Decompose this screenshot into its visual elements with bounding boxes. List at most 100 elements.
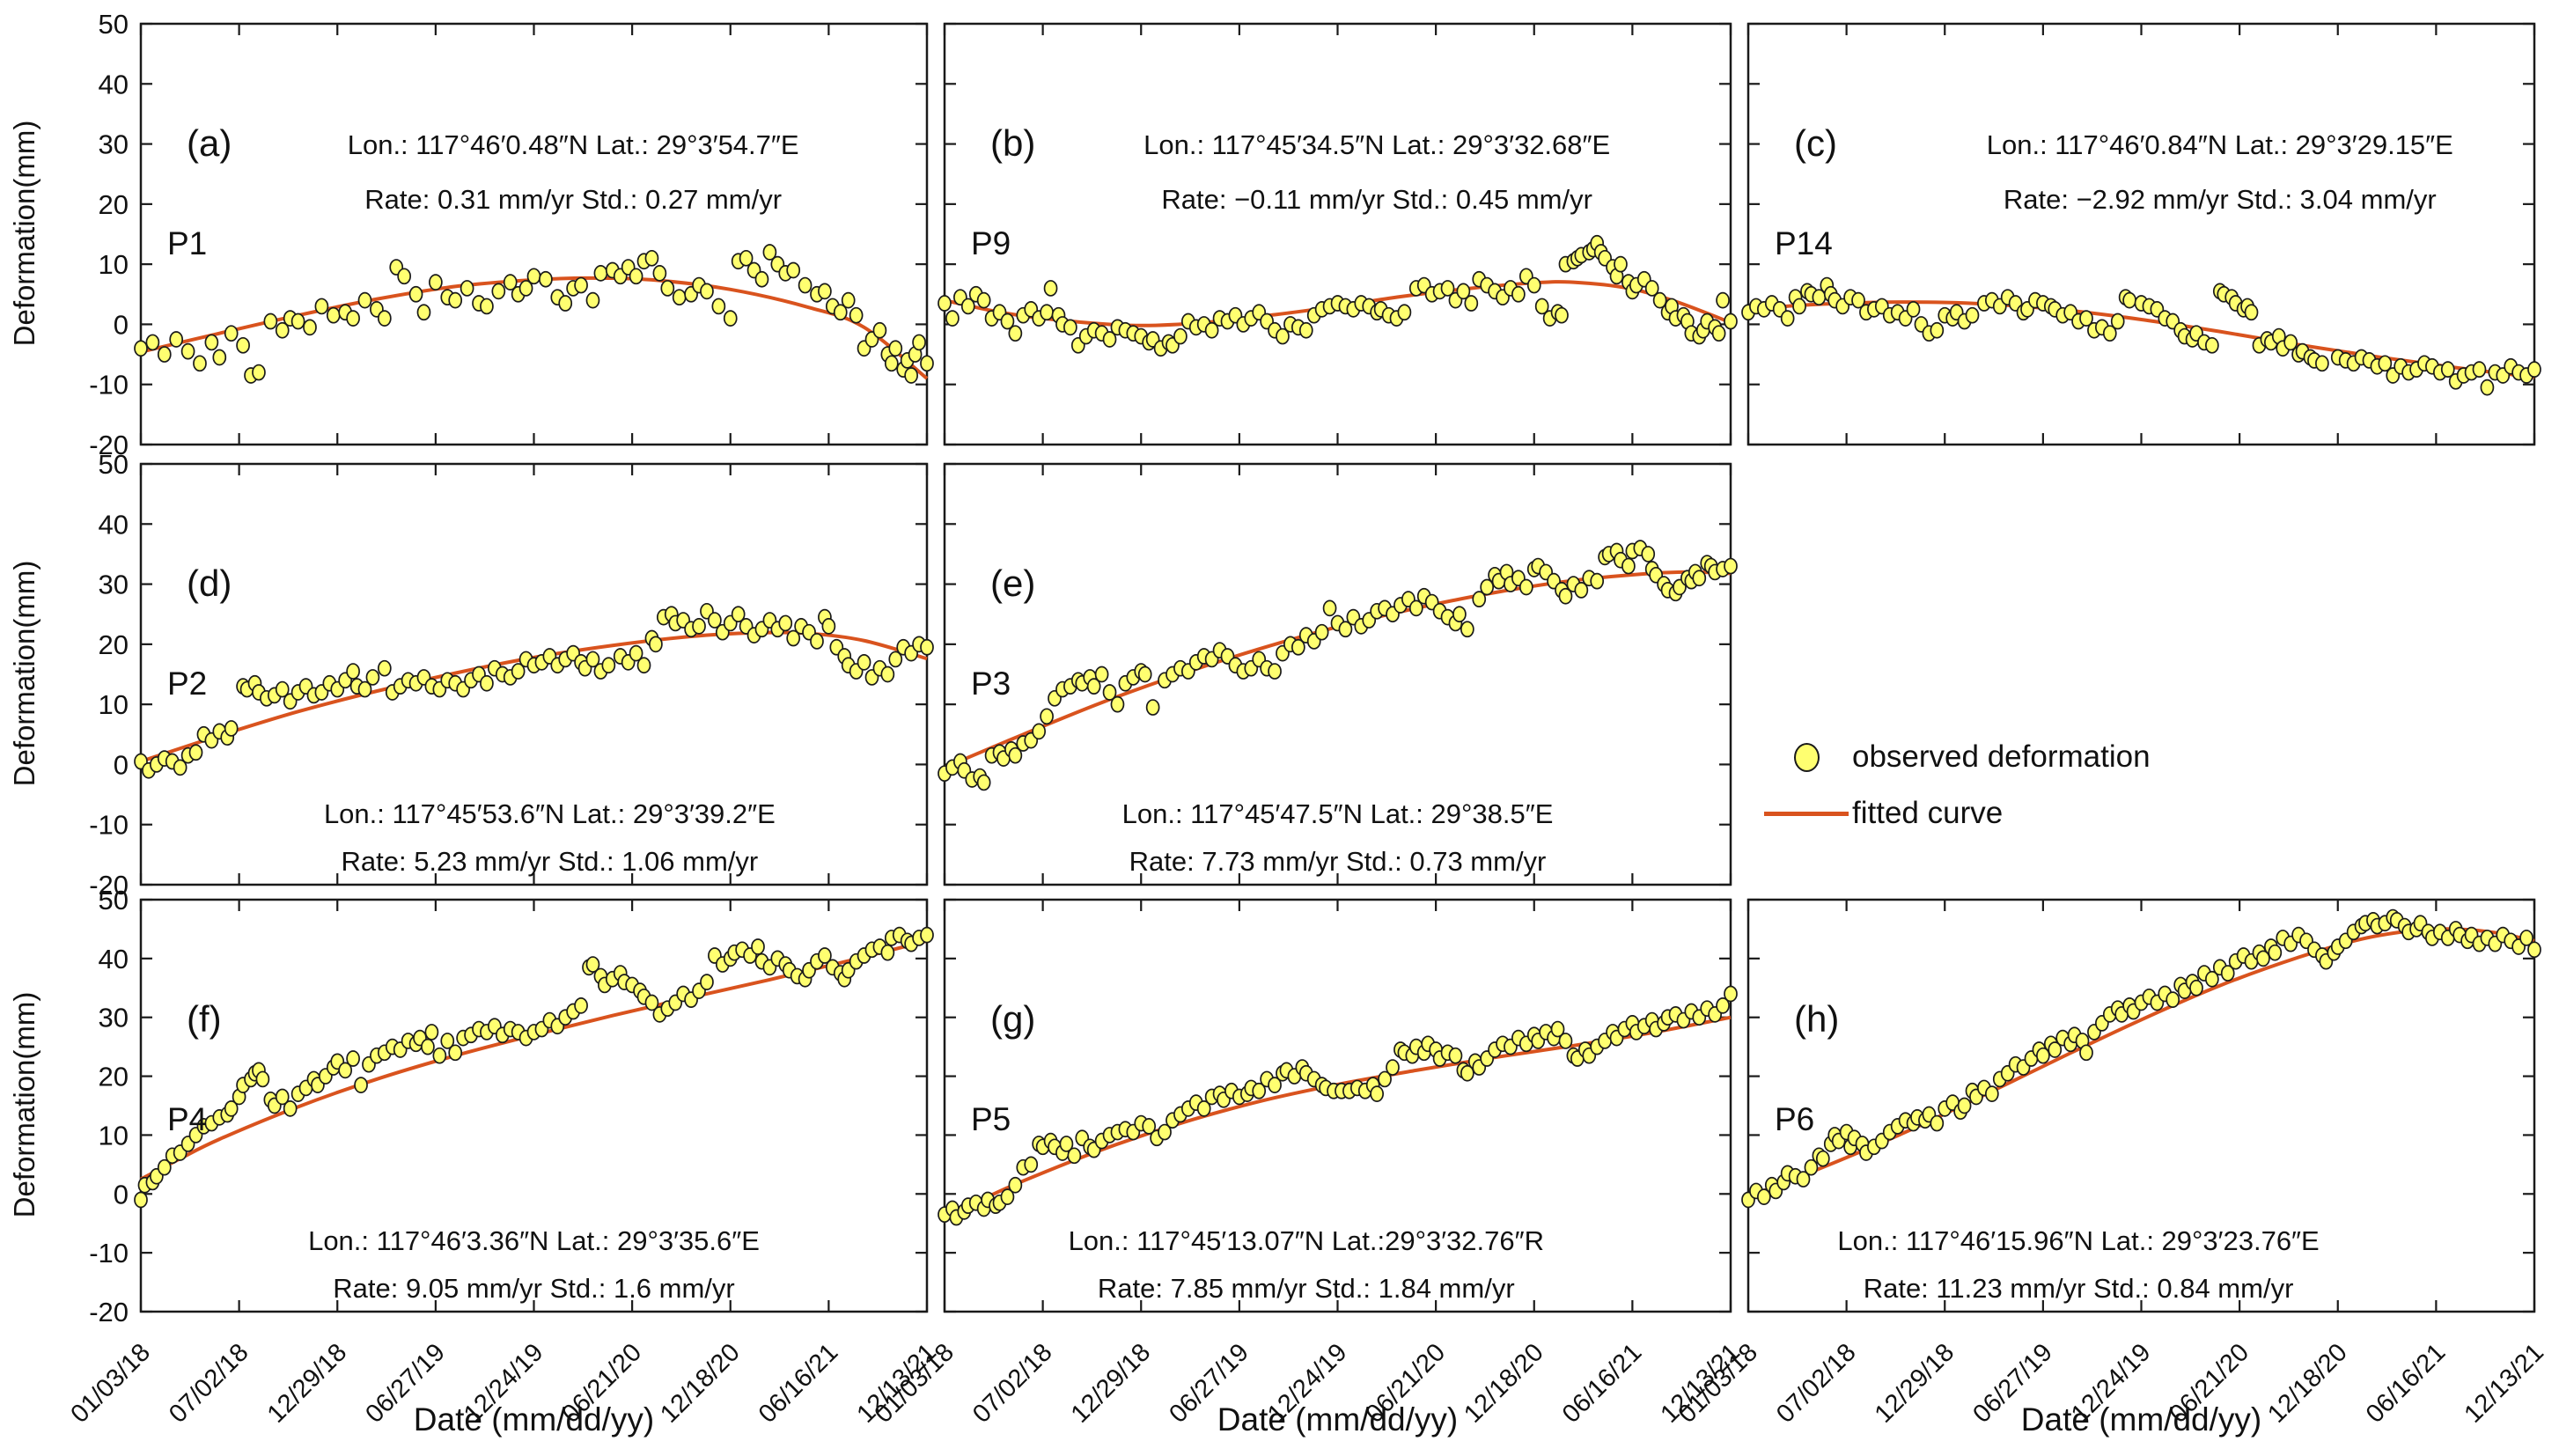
station-label: P14 [1775, 225, 1833, 261]
scatter-point [1590, 572, 1605, 590]
rate-annotation: Rate: 7.85 mm/yr Std.: 1.84 mm/yr [1098, 1273, 1515, 1304]
scatter-point [1652, 291, 1667, 309]
scatter-point [397, 268, 412, 285]
scatter-point [1456, 283, 1471, 300]
scatter-point [1558, 1033, 1573, 1049]
legend: observed deformation fitted curve [1761, 729, 2151, 842]
scatter-point [2519, 930, 2533, 946]
scatter-point [236, 336, 250, 354]
scatter-point [1511, 285, 1526, 303]
station-label: P1 [167, 225, 207, 261]
panel-P2 [134, 462, 934, 886]
scatter-point [2110, 313, 2125, 330]
scatter-point [786, 629, 801, 647]
scatter-point [857, 653, 871, 671]
scatter-point [2205, 970, 2219, 988]
scatter-point [1386, 1059, 1400, 1076]
scatter-point [1173, 327, 1188, 345]
scatter-point [1711, 325, 1726, 342]
scatter-point [1815, 1150, 1830, 1167]
scatter-point [833, 304, 848, 321]
scatter-point [1440, 280, 1455, 297]
station-label: P9 [971, 225, 1011, 261]
scatter-point [849, 306, 864, 324]
scatter-point [1716, 291, 1730, 309]
scatter-point [303, 319, 317, 336]
scatter-point [1550, 1020, 1565, 1038]
scatter-point [1008, 1176, 1023, 1194]
scatter-point [2527, 361, 2541, 378]
scatter-point [2102, 325, 2117, 342]
scatter-point [1965, 306, 1980, 324]
panel-letter: (f) [187, 998, 222, 1040]
scatter-point [762, 244, 777, 261]
station-label: P6 [1775, 1101, 1814, 1137]
scatter-point [920, 638, 934, 656]
scatter-point [818, 947, 832, 964]
y-tick-label: -10 [89, 1238, 129, 1268]
y-tick-label: 20 [99, 1062, 129, 1092]
y-tick-label: 0 [114, 309, 129, 340]
scatter-point [888, 651, 903, 668]
scatter-point [723, 310, 738, 327]
scatter-point [173, 759, 188, 776]
scatter-point [1370, 1085, 1385, 1102]
scatter-point [283, 1099, 298, 1117]
fitted-curve [140, 938, 928, 1181]
scatter-point [574, 276, 588, 294]
scatter-point [692, 618, 706, 635]
scatter-point [1518, 578, 1533, 596]
panel-letter: (a) [187, 122, 232, 164]
scatter-point [1448, 1047, 1463, 1064]
panel-P9 [938, 22, 1738, 446]
scatter-point [408, 285, 423, 303]
y-tick-label: 0 [114, 1179, 129, 1210]
scatter-point [1526, 276, 1541, 294]
y-tick-label: -20 [89, 430, 129, 460]
scatter-point [1724, 985, 1738, 1003]
scatter-point [2220, 965, 2235, 982]
scatter-point [1555, 306, 1569, 324]
scatter-point [585, 651, 600, 668]
scatter-point [416, 304, 431, 321]
scatter-point [1043, 280, 1058, 297]
scatter-point [1716, 996, 1730, 1014]
x-tick-label: 12/29/18 [1870, 1338, 1960, 1428]
scatter-point [429, 274, 443, 290]
scatter-point [1957, 1097, 1972, 1114]
y-tick-label: 10 [99, 689, 129, 720]
scatter-point [1040, 304, 1054, 321]
scatter-point [1480, 578, 1495, 596]
y-tick-label: 30 [99, 1003, 129, 1033]
scatter-point [778, 614, 793, 632]
x-tick-label: 12/29/18 [262, 1338, 352, 1428]
scatter-point [1796, 1171, 1811, 1188]
scatter-point [2472, 361, 2487, 378]
coords-annotation: Lon.: 117°45′34.5″N Lat.: 29°3′32.68″E [1143, 129, 1610, 160]
x-tick-label: 01/03/18 [65, 1338, 155, 1428]
scatter-point [1008, 325, 1023, 342]
scatter-point [652, 265, 667, 282]
scatter-point [1145, 699, 1160, 716]
scatter-point [134, 1191, 148, 1209]
scatter-point [1158, 1123, 1172, 1141]
rate-annotation: Rate: 5.23 mm/yr Std.: 1.06 mm/yr [341, 846, 758, 877]
scatter-point [357, 291, 372, 309]
scatter-point [2268, 944, 2283, 961]
scatter-point [585, 956, 600, 973]
scatter-point [960, 298, 975, 315]
y-tick-label: 50 [99, 9, 129, 40]
scatter-point [945, 310, 960, 327]
y-tick-label: -10 [89, 810, 129, 841]
scatter-point [224, 1099, 239, 1117]
scatter-point [424, 1024, 439, 1041]
coords-annotation: Lon.: 117°46′0.84″N Lat.: 29°3′29.15″E [1987, 129, 2453, 160]
scatter-point [1644, 280, 1659, 297]
panel-frame [943, 22, 1732, 446]
scatter-point [2440, 361, 2455, 378]
scatter-point [708, 612, 722, 629]
scatter-point [1094, 665, 1109, 683]
x-axis-label-col2: Date (mm/dd/yy) [1217, 1401, 1459, 1438]
y-tick-label: 30 [99, 570, 129, 600]
